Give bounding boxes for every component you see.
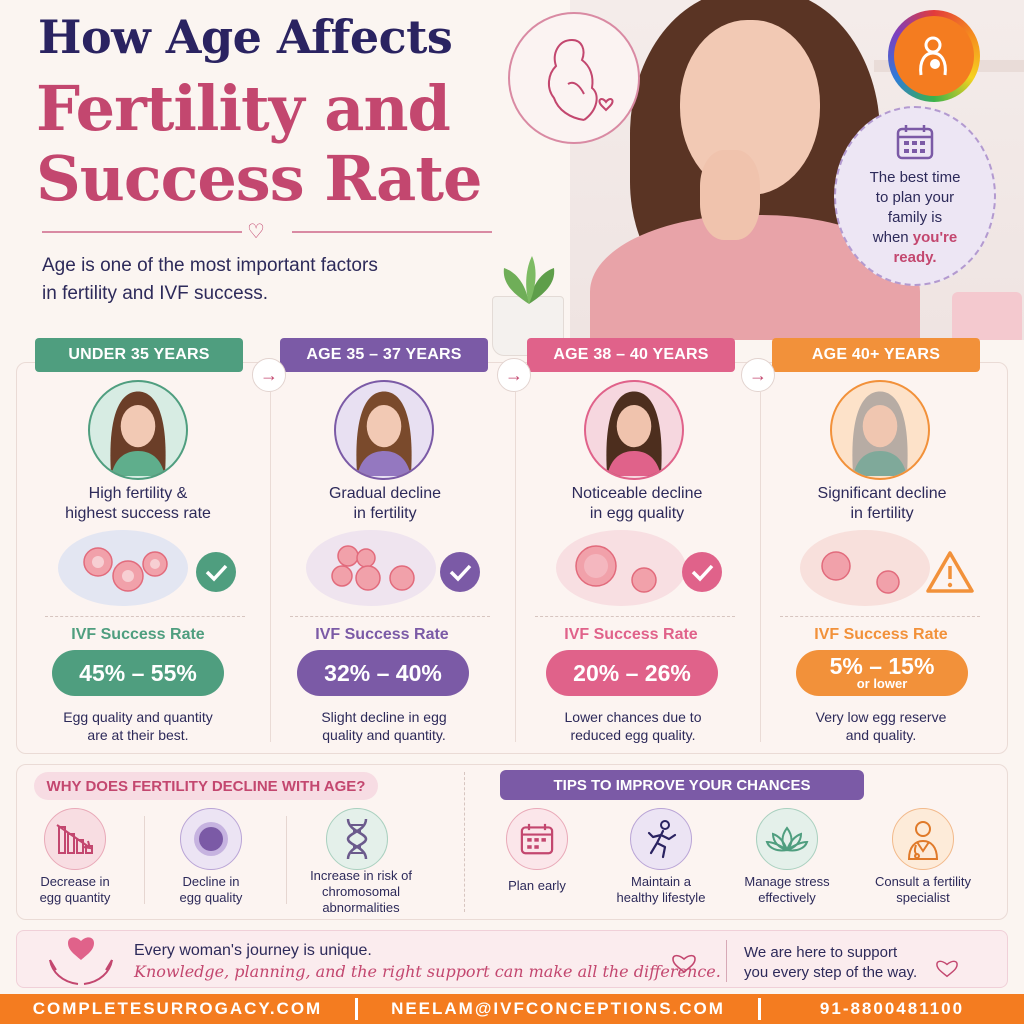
calendar-icon <box>506 808 568 870</box>
egg-cells-illustration <box>306 530 436 606</box>
why-title: WHY DOES FERTILITY DECLINE WITH AGE? <box>34 772 378 800</box>
mug-image <box>952 292 1022 340</box>
rate-38-40: 20% – 26% <box>546 650 718 696</box>
heart-outline-icon <box>672 954 696 974</box>
card-desc-35-37: Gradual decline in fertility <box>328 485 442 522</box>
egg-cells-illustration <box>556 530 686 606</box>
rate-40-plus: 5% – 15% or lower <box>796 650 968 696</box>
ivf-label-38-40: IVF Success Rate <box>564 626 698 643</box>
why-label-quantity: Decrease in egg quantity <box>39 874 111 905</box>
card-note-40-plus: Very low egg reserve and quality. <box>815 709 947 743</box>
dna-icon <box>326 808 388 870</box>
contact-bar: COMPLETESURROGACY.COM NEELAM@IVFCONCEPTI… <box>0 994 1024 1024</box>
tab-38-40: AGE 38 – 40 YEARS <box>527 338 735 372</box>
title-divider: ♡ <box>42 221 492 243</box>
brand-logo <box>888 10 980 102</box>
card-desc-40-plus: Significant decline in fertility <box>817 485 947 522</box>
plant-icon <box>503 256 555 304</box>
bubble-line-3: family is <box>887 209 943 226</box>
tab-35-37: AGE 35 – 37 YEARS <box>280 338 488 372</box>
quote-line-1: Every woman's journey is unique. <box>134 942 372 959</box>
email-link[interactable]: NEELAM@IVFCONCEPTIONS.COM <box>391 999 725 1018</box>
arrow-right-icon: → <box>497 358 531 392</box>
ivf-label-under-35: IVF Success Rate <box>71 626 205 643</box>
bubble-line-1: The best time <box>869 169 961 186</box>
tip-label-plan-early: Plan early <box>508 878 566 893</box>
intro-line-1: Age is one of the most important factors <box>42 255 378 276</box>
website-link[interactable]: COMPLETESURROGACY.COM <box>32 999 323 1018</box>
avatar-35-37 <box>334 380 434 480</box>
running-person-icon <box>630 808 692 870</box>
heart-hands-icon <box>49 937 113 985</box>
title-line-2: Fertility and <box>36 72 451 145</box>
bubble-line-2: to plan your <box>875 189 955 206</box>
tips-title: TIPS TO IMPROVE YOUR CHANCES <box>500 770 864 800</box>
ivf-label-40-plus: IVF Success Rate <box>814 626 948 643</box>
phone-link[interactable]: 91-8800481100 <box>819 999 965 1018</box>
why-label-chromosomal: Increase in risk of chromosomal abnormalit… <box>310 868 412 915</box>
rate-35-37: 32% – 40% <box>297 650 469 696</box>
why-label-quality: Decline in egg quality <box>179 874 243 905</box>
egg-cell-icon <box>180 808 242 870</box>
quote-line-2: Knowledge, planning, and the right suppo… <box>134 962 721 981</box>
tip-label-stress: Manage stress effectively <box>744 874 830 905</box>
bubble-line-4: when <box>872 229 913 246</box>
avatar-38-40 <box>584 380 684 480</box>
lotus-icon <box>756 808 818 870</box>
avatar-under-35 <box>88 380 188 480</box>
mother-baby-icon <box>919 36 947 76</box>
best-time-bubble: The best time to plan your family is whe… <box>834 106 996 286</box>
title-line-1: How Age Affects <box>38 10 453 64</box>
quote-panel <box>16 930 1008 988</box>
check-icon <box>440 552 480 592</box>
card-desc-38-40: Noticeable decline in egg quality <box>571 485 703 522</box>
bubble-highlight-1: you're <box>912 229 958 246</box>
tip-label-specialist: Consult a fertility specialist <box>874 874 972 905</box>
tab-40-plus: AGE 40+ YEARS <box>772 338 980 372</box>
intro-text: Age is one of the most important factors… <box>42 252 472 308</box>
rate-sub-40-plus: or lower <box>856 676 908 691</box>
rate-under-35: 45% – 55% <box>52 650 224 696</box>
doctor-icon <box>892 808 954 870</box>
tip-label-lifestyle: Maintain a healthy lifestyle <box>616 874 706 905</box>
support-message: We are here to support you every step of… <box>744 944 918 981</box>
check-icon <box>196 552 236 592</box>
card-desc-under-35: High fertility & highest success rate <box>65 485 211 522</box>
card-note-under-35: Egg quality and quantity are at their bes… <box>63 709 213 743</box>
pregnant-mother-icon <box>508 12 640 144</box>
intro-line-2: in fertility and IVF success. <box>42 283 268 304</box>
ivf-label-35-37: IVF Success Rate <box>315 626 449 643</box>
title-line-3: Success Rate <box>36 142 482 215</box>
arrow-right-icon: → <box>252 358 286 392</box>
bubble-highlight-2: ready. <box>893 249 937 266</box>
egg-cells-illustration <box>800 530 930 606</box>
heart-outline-icon <box>936 960 958 978</box>
card-note-38-40: Lower chances due to reduced egg quality. <box>564 709 702 743</box>
check-icon <box>682 552 722 592</box>
tab-under-35: UNDER 35 YEARS <box>35 338 243 372</box>
card-note-35-37: Slight decline in egg quality and quantit… <box>321 709 447 743</box>
heart-icon: ♡ <box>247 221 265 243</box>
avatar-40-plus <box>830 380 930 480</box>
egg-cells-illustration <box>58 530 188 606</box>
calendar-icon <box>896 125 934 160</box>
arrow-right-icon: → <box>741 358 775 392</box>
warning-icon <box>926 551 974 593</box>
declining-chart-icon <box>44 808 106 870</box>
